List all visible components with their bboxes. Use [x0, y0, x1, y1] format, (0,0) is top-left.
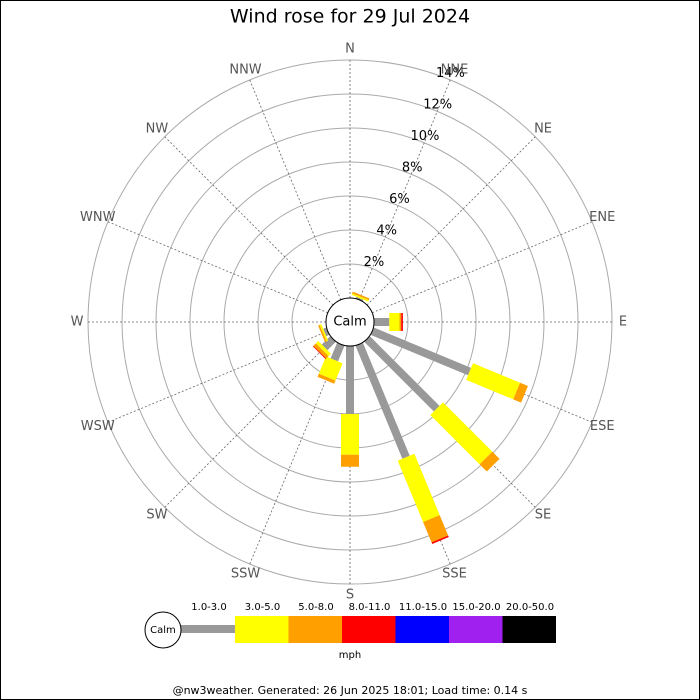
legend-label: 1.0-3.0	[191, 602, 226, 613]
legend-swatch	[235, 616, 289, 643]
legend-unit: mph	[339, 650, 361, 661]
rose-segment	[346, 346, 354, 414]
direction-label: NNW	[229, 62, 261, 77]
rose-segment	[341, 414, 359, 455]
ring-label: 2%	[364, 255, 385, 270]
legend-label: 8.0-11.0	[349, 602, 391, 613]
direction-label: SE	[535, 508, 551, 523]
rose-segment	[318, 356, 343, 381]
ring-label: 4%	[376, 224, 397, 239]
ring-label: 8%	[402, 161, 423, 176]
rose-segment	[355, 342, 410, 459]
legend-label: 3.0-5.0	[245, 602, 280, 613]
rose-segment	[364, 336, 440, 412]
rose-segment	[513, 382, 528, 403]
legend-label: 11.0-15.0	[399, 602, 447, 613]
legend-swatch	[342, 616, 396, 643]
rose-segment	[351, 293, 369, 302]
rose-segment	[312, 345, 327, 360]
rose-segment	[479, 451, 500, 472]
direction-label: NW	[146, 121, 169, 136]
legend-calm-label: Calm	[150, 625, 176, 636]
direction-label: SSE	[442, 567, 467, 582]
legend-calm	[144, 611, 182, 649]
rose-segment	[330, 342, 345, 362]
rose-segment	[318, 324, 327, 343]
direction-label: S	[346, 588, 354, 603]
legend-swatch	[502, 616, 556, 643]
calm-label: Calm	[333, 315, 366, 330]
ring-label: 10%	[410, 129, 439, 144]
rose-segment	[423, 515, 449, 543]
direction-label: SW	[146, 508, 167, 523]
rose-segment	[431, 535, 449, 544]
legend-label: 20.0-50.0	[506, 602, 554, 613]
rose-segment	[374, 318, 390, 326]
legend-swatch	[395, 616, 449, 643]
ring-label: 12%	[423, 98, 452, 113]
rose-segment	[355, 296, 364, 302]
direction-label: ESE	[590, 419, 615, 434]
calm-circle	[325, 297, 375, 347]
rose-segment	[341, 454, 359, 467]
direction-label: WSW	[81, 419, 115, 434]
direction-label: SSW	[231, 567, 261, 582]
rose-segment	[430, 402, 493, 465]
ring-label: 14%	[436, 66, 465, 81]
chart-title: Wind rose for 29 Jul 2024	[230, 6, 470, 28]
rose-segment	[313, 343, 329, 359]
rose-segment	[317, 373, 336, 384]
direction-label: WNW	[80, 210, 116, 225]
rose-segment	[389, 313, 400, 331]
rose-segment	[321, 336, 336, 351]
rose-segment	[352, 291, 370, 301]
rose-segment	[399, 313, 402, 331]
rose-segment	[323, 327, 330, 337]
legend-swatch	[449, 616, 503, 643]
legend-label: 15.0-20.0	[452, 602, 500, 613]
direction-label: W	[71, 315, 84, 330]
footer: @nw3weather. Generated: 26 Jun 2025 18:0…	[173, 684, 528, 697]
rose-segment	[319, 324, 329, 342]
rose-segment	[401, 313, 403, 331]
ring-label: 6%	[389, 192, 410, 207]
rose-segment	[397, 453, 440, 522]
direction-label: N	[345, 42, 355, 57]
direction-label: E	[619, 315, 627, 330]
rose-segment	[370, 327, 472, 376]
direction-label: NNE	[441, 62, 469, 77]
legend-label: 5.0-8.0	[298, 602, 333, 613]
rose-segment	[466, 363, 521, 400]
legend-swatch	[288, 616, 342, 643]
direction-label: ENE	[589, 210, 615, 225]
rose-segment	[315, 341, 331, 357]
direction-label: NE	[534, 121, 552, 136]
